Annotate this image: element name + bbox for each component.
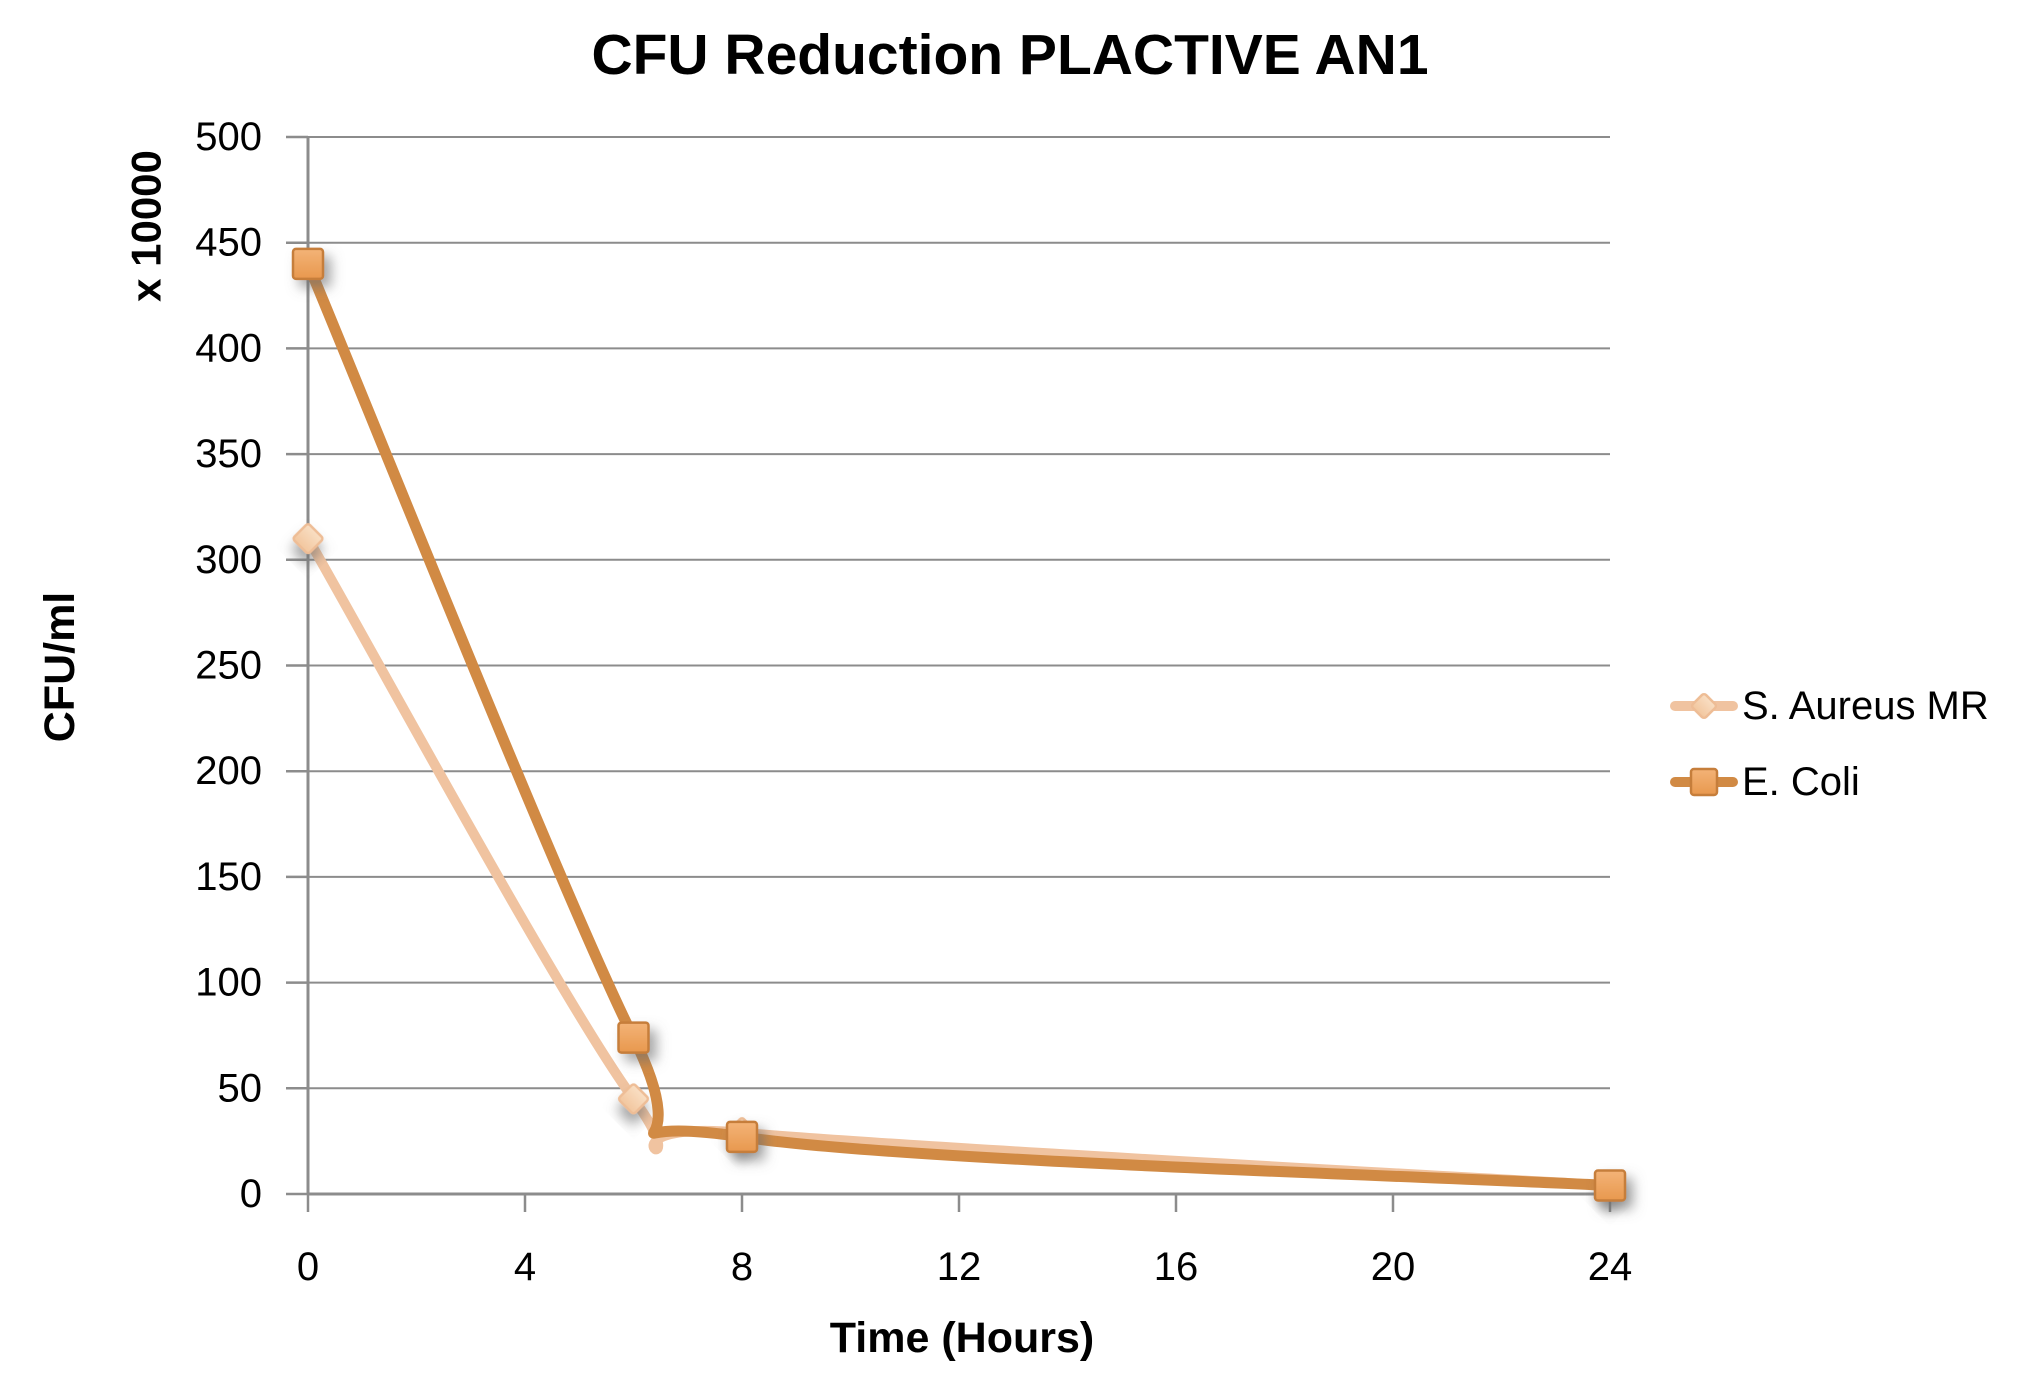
marker-square	[617, 1021, 650, 1054]
y-axis-unit-note: x 10000	[123, 150, 170, 302]
y-tick-label: 100	[195, 961, 262, 1005]
marker-diamond	[1690, 692, 1718, 720]
x-tick-label: 8	[731, 1245, 753, 1289]
x-tick-label: 20	[1371, 1245, 1416, 1289]
x-axis-title: Time (Hours)	[830, 1314, 1094, 1362]
y-tick-label: 450	[195, 221, 262, 265]
series-lines	[291, 247, 1627, 1202]
marker-square	[291, 247, 325, 281]
y-tick-label: 350	[195, 432, 262, 476]
y-tick-label: 400	[195, 326, 262, 370]
legend: S. Aureus MR E. Coli	[1670, 684, 1989, 804]
x-tick-label: 4	[514, 1245, 536, 1289]
legend-item-e-coli: E. Coli	[1670, 760, 1860, 804]
y-tick-label: 500	[195, 115, 262, 159]
y-tick-label: 300	[195, 538, 262, 582]
y-tick-label: 150	[195, 855, 262, 899]
y-tick-label: 200	[195, 749, 262, 793]
tick-labels: 0 50 100 150 200 250 300 350 400 450 500 0 4 8 12 16 20 2…	[195, 115, 1632, 1289]
marker-diamond	[617, 1083, 650, 1115]
x-tick-label: 16	[1154, 1245, 1199, 1289]
x-tick-label: 0	[297, 1245, 319, 1289]
marker-diamond	[292, 523, 324, 555]
x-tick-label: 12	[937, 1245, 982, 1289]
marker-square	[1593, 1169, 1627, 1202]
legend-label: E. Coli	[1742, 760, 1860, 804]
marker-square	[1689, 767, 1719, 797]
x-tick-label: 24	[1588, 1245, 1633, 1289]
marker-square	[725, 1120, 759, 1154]
axes	[306, 137, 1610, 1196]
gridlines	[286, 135, 1612, 1212]
y-tick-label: 0	[240, 1172, 262, 1216]
y-tick-label: 250	[195, 644, 262, 688]
chart-title: CFU Reduction PLACTIVE AN1	[591, 23, 1428, 87]
legend-item-s-aureus-mr: S. Aureus MR	[1670, 684, 1989, 728]
legend-label: S. Aureus MR	[1742, 684, 1989, 728]
series-line-e-coli	[302, 258, 1616, 1192]
y-axis-title: CFU/ml	[36, 592, 84, 743]
y-tick-label: 50	[218, 1066, 263, 1110]
